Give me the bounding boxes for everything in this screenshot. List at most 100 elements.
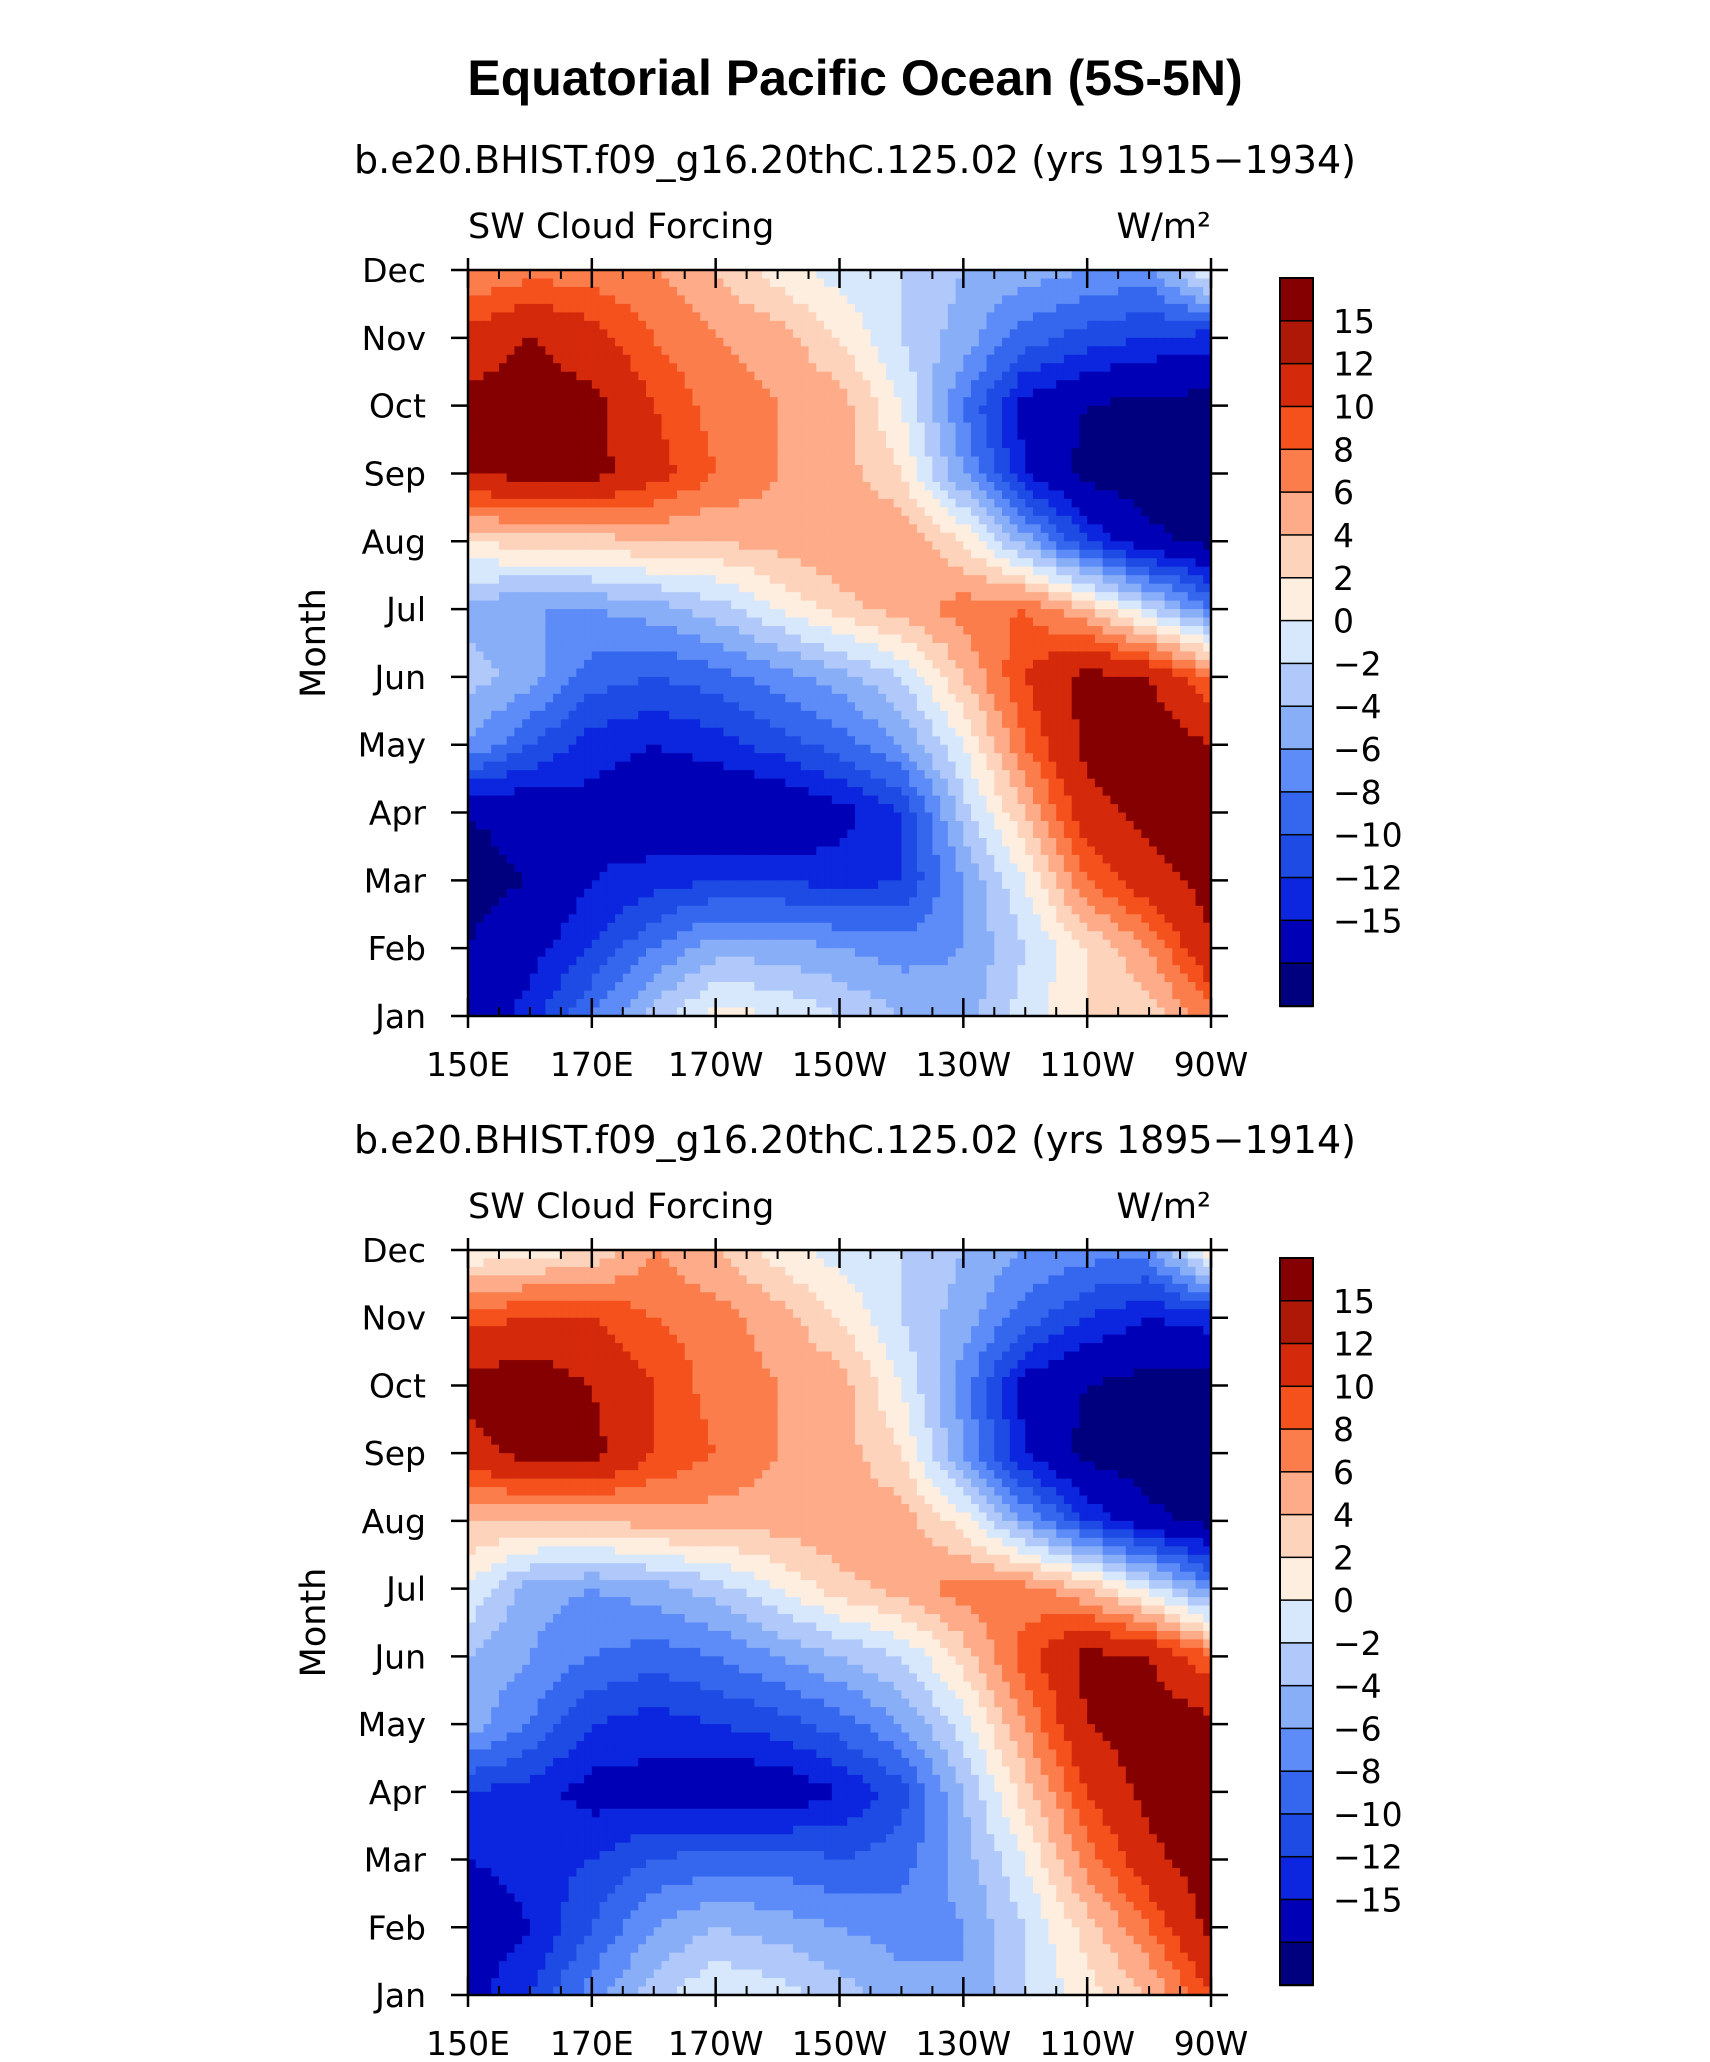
heatmap-cell — [894, 278, 902, 287]
heatmap-cell — [1033, 440, 1041, 449]
heatmap-cell — [731, 423, 739, 432]
heatmap-cell — [553, 295, 561, 304]
heatmap-cell — [600, 499, 608, 508]
heatmap-cell — [561, 626, 569, 635]
heatmap-cell — [762, 406, 770, 415]
heatmap-cell — [723, 440, 731, 449]
heatmap-cell — [824, 558, 832, 567]
heatmap-cell — [716, 270, 724, 279]
heatmap-cell — [754, 524, 762, 533]
heatmap-cell — [1149, 618, 1157, 627]
heatmap-cell — [623, 524, 631, 533]
heatmap-cell — [917, 626, 925, 635]
heatmap-cell — [979, 609, 987, 618]
heatmap-cell — [809, 389, 817, 398]
heatmap-cell — [569, 694, 577, 703]
heatmap-cell — [507, 355, 515, 364]
heatmap-cell — [1002, 609, 1010, 618]
heatmap-cell — [901, 567, 909, 576]
heatmap-cell — [692, 558, 700, 567]
heatmap-cell — [1188, 465, 1196, 474]
heatmap-cell — [1134, 558, 1142, 567]
heatmap-cell — [948, 423, 956, 432]
heatmap-cell — [476, 558, 484, 567]
heatmap-cell — [1025, 346, 1033, 355]
heatmap-cell — [654, 651, 662, 660]
heatmap-cell — [1110, 295, 1118, 304]
heatmap-cell — [731, 635, 739, 644]
heatmap-cell — [1095, 567, 1103, 576]
heatmap-cell — [917, 321, 925, 330]
heatmap-cell — [1095, 685, 1103, 694]
heatmap-cell — [940, 550, 948, 559]
heatmap-cell — [631, 363, 639, 372]
heatmap-cell — [932, 338, 940, 347]
heatmap-cell — [739, 440, 747, 449]
heatmap-cell — [1056, 372, 1064, 381]
heatmap-cell — [863, 660, 871, 669]
heatmap-cell — [1157, 516, 1165, 525]
heatmap-cell — [1072, 643, 1080, 652]
heatmap-cell — [1095, 643, 1103, 652]
heatmap-cell — [1157, 457, 1165, 466]
heatmap-cell — [1134, 423, 1142, 432]
heatmap-cell — [569, 524, 577, 533]
heatmap-cell — [607, 685, 615, 694]
heatmap-cell — [561, 423, 569, 432]
heatmap-cell — [801, 541, 809, 550]
heatmap-cell — [847, 660, 855, 669]
heatmap-cell — [1149, 516, 1157, 525]
heatmap-cell — [638, 440, 646, 449]
heatmap-cell — [956, 380, 964, 389]
heatmap-cell — [971, 423, 979, 432]
heatmap-cell — [522, 635, 530, 644]
heatmap-cell — [507, 304, 515, 313]
heatmap-cell — [1134, 414, 1142, 423]
heatmap-cell — [700, 533, 708, 542]
heatmap-cell — [545, 567, 553, 576]
heatmap-cell — [1010, 668, 1018, 677]
heatmap-cell — [522, 414, 530, 423]
heatmap-cell — [716, 338, 724, 347]
heatmap-cell — [661, 635, 669, 644]
heatmap-cell — [1072, 694, 1080, 703]
heatmap-cell — [1041, 329, 1049, 338]
heatmap-cell — [638, 609, 646, 618]
heatmap-cell — [1188, 440, 1196, 449]
heatmap-cell — [1180, 626, 1188, 635]
heatmap-cell — [731, 677, 739, 686]
heatmap-cell — [940, 609, 948, 618]
heatmap-cell — [692, 660, 700, 669]
heatmap-cell — [754, 304, 762, 313]
heatmap-cell — [708, 499, 716, 508]
heatmap-cell — [638, 457, 646, 466]
heatmap-cell — [940, 440, 948, 449]
heatmap-cell — [1079, 465, 1087, 474]
heatmap-cell — [1095, 558, 1103, 567]
heatmap-cell — [925, 397, 933, 406]
heatmap-cell — [816, 482, 824, 491]
heatmap-cell — [824, 592, 832, 601]
heatmap-cell — [932, 533, 940, 542]
heatmap-cell — [1180, 618, 1188, 627]
heatmap-cell — [646, 516, 654, 525]
heatmap-cell — [692, 440, 700, 449]
heatmap-cell — [507, 533, 515, 542]
heatmap-cell — [553, 406, 561, 415]
heatmap-cell — [948, 651, 956, 660]
heatmap-cell — [685, 499, 693, 508]
heatmap-cell — [840, 626, 848, 635]
heatmap-cell — [1149, 507, 1157, 516]
heatmap-cell — [901, 363, 909, 372]
heatmap-cell — [963, 389, 971, 398]
heatmap-cell — [979, 660, 987, 669]
heatmap-cell — [793, 694, 801, 703]
heatmap-cell — [979, 321, 987, 330]
heatmap-cell — [692, 431, 700, 440]
heatmap-cell — [793, 465, 801, 474]
heatmap-cell — [723, 287, 731, 296]
heatmap-cell — [654, 499, 662, 508]
heatmap-cell — [1134, 651, 1142, 660]
heatmap-cell — [1134, 575, 1142, 584]
heatmap-cell — [878, 431, 886, 440]
